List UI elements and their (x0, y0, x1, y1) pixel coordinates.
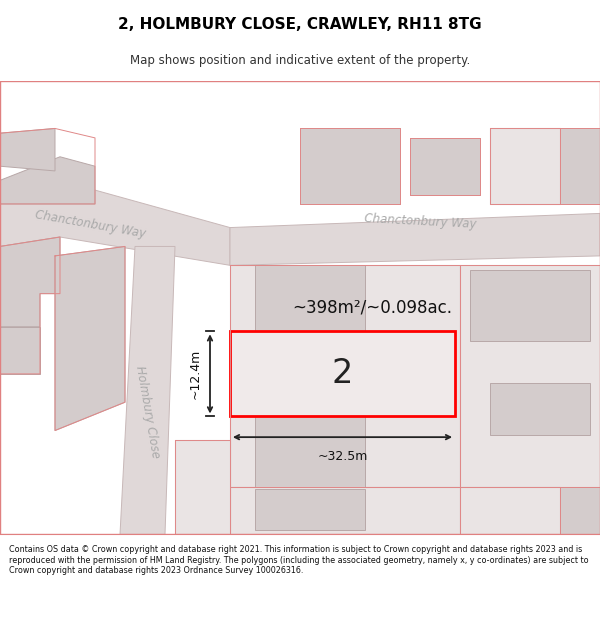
Polygon shape (175, 440, 230, 534)
Text: 2, HOLMBURY CLOSE, CRAWLEY, RH11 8TG: 2, HOLMBURY CLOSE, CRAWLEY, RH11 8TG (118, 17, 482, 32)
Text: ~32.5m: ~32.5m (317, 451, 368, 463)
Polygon shape (490, 129, 560, 204)
Text: Contains OS data © Crown copyright and database right 2021. This information is : Contains OS data © Crown copyright and d… (9, 545, 589, 575)
Text: Chanctonbury Way: Chanctonbury Way (34, 209, 146, 241)
Polygon shape (560, 129, 600, 204)
Text: ~398m²/~0.098ac.: ~398m²/~0.098ac. (293, 299, 452, 317)
Polygon shape (0, 129, 55, 171)
Polygon shape (410, 138, 480, 194)
Polygon shape (0, 327, 40, 374)
Polygon shape (230, 487, 460, 534)
Polygon shape (490, 383, 590, 435)
Polygon shape (230, 213, 600, 266)
Polygon shape (460, 266, 600, 487)
Text: Map shows position and indicative extent of the property.: Map shows position and indicative extent… (130, 54, 470, 68)
Text: Chanctonbury Way: Chanctonbury Way (364, 211, 476, 231)
Polygon shape (0, 157, 95, 204)
Polygon shape (255, 266, 365, 331)
Polygon shape (55, 246, 125, 431)
Text: ~12.4m: ~12.4m (189, 349, 202, 399)
Text: 2: 2 (332, 357, 353, 391)
Polygon shape (255, 416, 365, 487)
Polygon shape (560, 487, 600, 534)
Text: Holmbury Close: Holmbury Close (133, 364, 163, 459)
Polygon shape (470, 270, 590, 341)
Polygon shape (0, 181, 230, 266)
Polygon shape (120, 246, 175, 534)
Bar (230, 331, 455, 416)
Polygon shape (230, 266, 460, 487)
Polygon shape (460, 487, 560, 534)
Polygon shape (255, 489, 365, 529)
Polygon shape (300, 129, 400, 204)
Polygon shape (0, 237, 60, 327)
